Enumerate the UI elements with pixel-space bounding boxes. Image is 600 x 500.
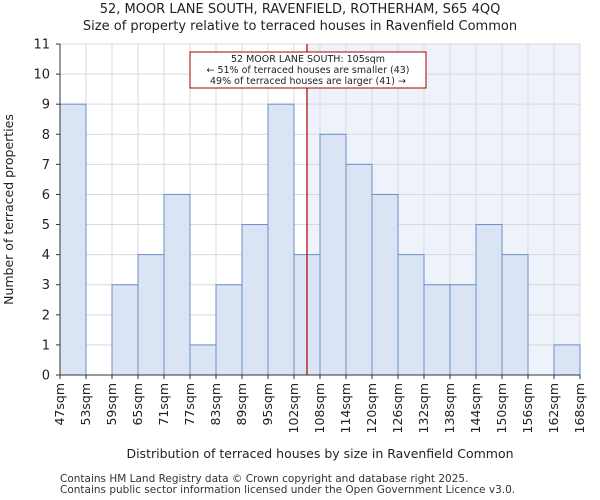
x-tick-label-162sqm: 162sqm	[546, 383, 561, 433]
x-tick-label-65sqm: 65sqm	[130, 383, 145, 426]
bar-120sqm	[371, 193, 399, 376]
bars	[59, 103, 581, 376]
y-axis-label: Number of terraced properties	[1, 114, 16, 305]
y-tick-label: 10	[33, 68, 50, 83]
x-tick-label-138sqm: 138sqm	[442, 383, 457, 433]
y-axis-ticks: 0 1 2 3 4 5 6 7 8 9 10 11	[33, 38, 60, 384]
x-tick-label-120sqm: 120sqm	[364, 383, 379, 433]
annotation-line-1: 52 MOOR LANE SOUTH: 105sqm	[231, 54, 385, 65]
chart-title: 52, MOOR LANE SOUTH, RAVENFIELD, ROTHERH…	[99, 2, 501, 17]
x-tick-label-47sqm: 47sqm	[52, 383, 67, 426]
x-axis-ticks: 47sqm 53sqm 59sqm 65sqm 71sqm 77sqm 83sqm 89sqm…	[52, 375, 587, 433]
x-tick-label-150sqm: 150sqm	[494, 383, 509, 433]
y-tick-label: 9	[42, 98, 50, 113]
annotation-frame	[189, 51, 427, 89]
x-tick-label-77sqm: 77sqm	[182, 383, 197, 426]
x-tick-label-53sqm: 53sqm	[78, 383, 93, 426]
bar-138sqm	[449, 284, 477, 376]
bar-132sqm	[423, 284, 451, 376]
x-tick-label-156sqm: 156sqm	[520, 383, 535, 433]
bar-144sqm	[475, 224, 503, 376]
y-tick-label: 8	[42, 128, 50, 143]
x-tick-label-102sqm: 102sqm	[286, 383, 301, 433]
x-tick-label-132sqm: 132sqm	[416, 383, 431, 433]
bar-108sqm	[319, 133, 347, 376]
bar-77sqm	[189, 344, 217, 376]
y-tick-label: 6	[42, 188, 50, 203]
x-tick-label-114sqm: 114sqm	[338, 383, 353, 433]
x-axis-label: Distribution of terraced houses by size …	[126, 446, 513, 461]
x-tick-label-83sqm: 83sqm	[208, 383, 223, 426]
y-tick-label: 11	[33, 38, 50, 53]
x-tick-label-89sqm: 89sqm	[234, 383, 249, 426]
y-tick-label: 3	[42, 278, 50, 293]
footer-licence: Contains public sector information licen…	[60, 484, 516, 496]
x-tick-label-108sqm: 108sqm	[312, 383, 327, 433]
y-tick-label: 7	[42, 158, 50, 173]
y-tick-label: 5	[42, 218, 50, 233]
bar-150sqm	[501, 254, 529, 376]
y-tick-label: 2	[42, 308, 50, 323]
chart-subtitle: Size of property relative to terraced ho…	[82, 19, 518, 34]
bar-71sqm	[163, 193, 191, 376]
x-tick-label-71sqm: 71sqm	[156, 383, 171, 426]
x-tick-label-168sqm: 168sqm	[572, 383, 587, 433]
bar-126sqm	[397, 254, 425, 376]
x-tick-label-59sqm: 59sqm	[104, 383, 119, 426]
bar-59sqm	[111, 284, 139, 376]
bar-47sqm	[59, 103, 87, 376]
bar-89sqm	[241, 224, 269, 376]
bar-162sqm	[553, 344, 581, 376]
y-tick-label: 0	[42, 369, 50, 384]
bar-114sqm	[345, 163, 373, 376]
x-tick-label-144sqm: 144sqm	[468, 383, 483, 433]
annotation-line-3: 49% of terraced houses are larger (41) →	[210, 76, 406, 87]
x-tick-label-126sqm: 126sqm	[390, 383, 405, 433]
bar-95sqm	[267, 103, 295, 376]
y-tick-label: 4	[42, 248, 50, 263]
footer-copyright: Contains HM Land Registry data © Crown c…	[60, 473, 469, 485]
bar-83sqm	[215, 284, 243, 376]
bar-65sqm	[137, 254, 165, 376]
annotation-line-2: ← 51% of terraced houses are smaller (43…	[206, 65, 409, 76]
y-tick-label: 1	[42, 338, 50, 353]
annotation-box: 52 MOOR LANE SOUTH: 105sqm ← 51% of terr…	[189, 51, 427, 89]
x-tick-label-95sqm: 95sqm	[260, 383, 275, 426]
